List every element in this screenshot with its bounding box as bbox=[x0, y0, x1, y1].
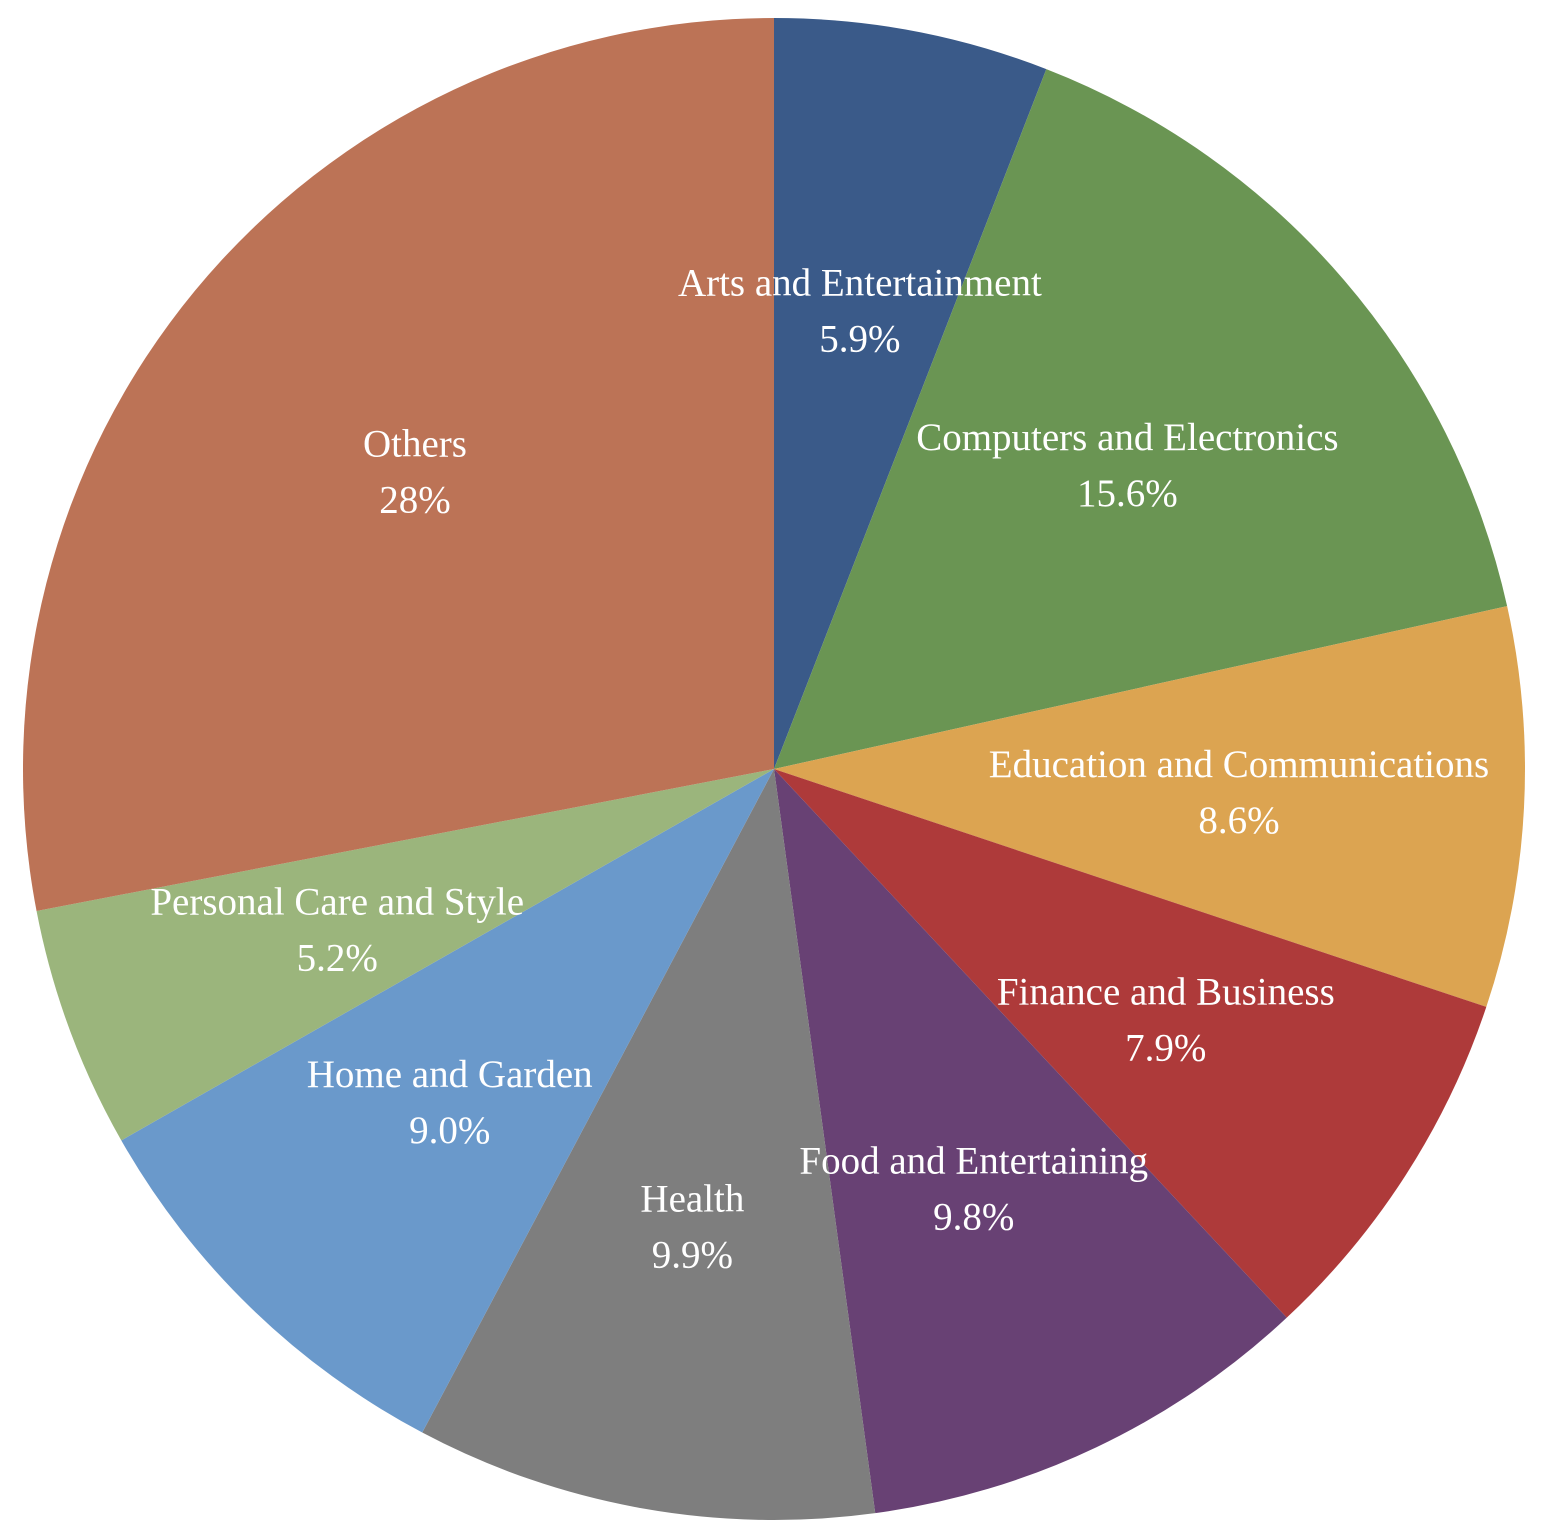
slice-value-others: 28% bbox=[379, 479, 451, 522]
slices-layer bbox=[22, 18, 1525, 1520]
slice-label-home-and-garden: Home and Garden bbox=[307, 1053, 593, 1096]
slice-value-health: 9.9% bbox=[652, 1233, 733, 1276]
slice-label-others: Others bbox=[363, 423, 467, 466]
pie-slice-personal-care-and-style bbox=[36, 769, 775, 1141]
slice-value-education-and-communications: 8.6% bbox=[1198, 799, 1279, 842]
slice-label-health: Health bbox=[640, 1177, 744, 1220]
slice-label-education-and-communications: Education and Communications bbox=[989, 743, 1489, 786]
slice-value-home-and-garden: 9.0% bbox=[409, 1109, 490, 1152]
pie-slice-food-and-entertaining bbox=[774, 769, 1287, 1514]
pie-slice-health bbox=[422, 769, 876, 1520]
slice-label-personal-care-and-style: Personal Care and Style bbox=[150, 880, 524, 923]
slice-label-finance-and-business: Finance and Business bbox=[997, 971, 1335, 1014]
pie-slice-education-and-communications bbox=[774, 606, 1525, 1007]
pie-slice-others bbox=[22, 18, 775, 912]
slice-label-food-and-entertaining: Food and Entertaining bbox=[799, 1140, 1148, 1183]
pie-slice-arts-and-entertainment bbox=[774, 18, 1047, 769]
slice-value-computers-and-electronics: 15.6% bbox=[1077, 472, 1178, 515]
pie-slice-finance-and-business bbox=[774, 769, 1487, 1318]
slice-value-finance-and-business: 7.9% bbox=[1125, 1027, 1206, 1070]
slice-label-computers-and-electronics: Computers and Electronics bbox=[916, 416, 1338, 459]
pie-slice-computers-and-electronics bbox=[774, 69, 1508, 770]
pie-slice-home-and-garden bbox=[121, 769, 774, 1433]
slice-value-personal-care-and-style: 5.2% bbox=[297, 936, 378, 979]
slice-value-arts-and-entertainment: 5.9% bbox=[819, 317, 900, 360]
slice-label-arts-and-entertainment: Arts and Entertainment bbox=[678, 261, 1042, 304]
labels-layer: Arts and Entertainment 5.9% Computers and … bbox=[150, 261, 1489, 1276]
slice-value-food-and-entertaining: 9.8% bbox=[933, 1196, 1014, 1239]
